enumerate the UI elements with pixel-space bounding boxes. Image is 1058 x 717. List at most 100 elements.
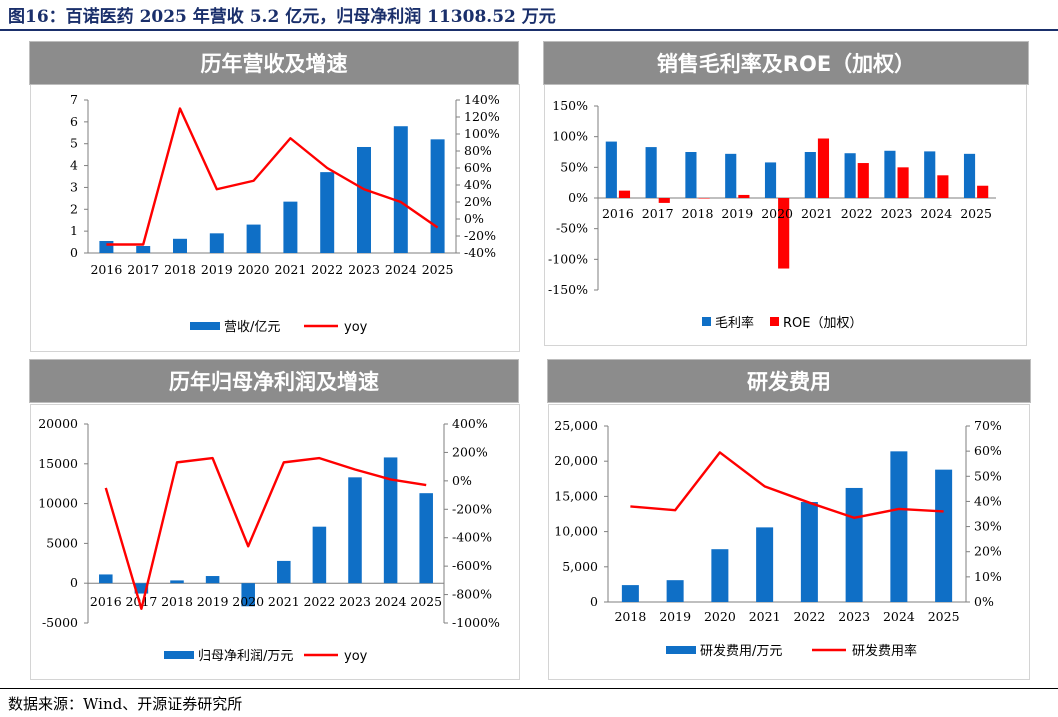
category-label: 2021: [268, 594, 300, 609]
revenue-header: 历年营收及增速: [30, 42, 518, 84]
left-axis-tick-label: -150%: [548, 282, 588, 297]
category-label: 2020: [761, 206, 793, 221]
legend-bar-swatch: [164, 651, 194, 659]
roe-bar: [937, 175, 949, 198]
category-label: 2021: [801, 206, 833, 221]
rd-header: 研发费用: [548, 360, 1030, 402]
bar: [666, 580, 684, 602]
gross-margin-bar: [963, 153, 976, 198]
right-axis-tick-label: -1000%: [452, 615, 500, 630]
margin-header: 销售毛利率及ROE（加权）: [544, 42, 1028, 84]
right-axis-tick-label: -600%: [452, 558, 492, 573]
category-label: 2022: [793, 609, 825, 624]
bar: [241, 583, 255, 607]
right-axis-tick-label: 10%: [974, 569, 1002, 584]
left-axis-tick-label: 50%: [560, 159, 588, 174]
line-series: [106, 107, 439, 246]
category-label: 2017: [127, 262, 159, 277]
category-label: 2025: [410, 594, 442, 609]
right-axis-tick-label: 0%: [452, 473, 472, 488]
gross-margin-bar: [884, 150, 896, 198]
left-axis-tick-label: 15,000: [554, 488, 598, 503]
legend-label: 毛利率: [715, 315, 754, 331]
category-label: 2018: [164, 262, 196, 277]
left-axis-tick-label: 5000: [46, 535, 78, 550]
gross-margin-bar: [605, 141, 617, 198]
right-axis-tick-label: 30%: [974, 519, 1002, 534]
bar: [312, 526, 327, 584]
margin-panel: [544, 84, 1027, 346]
rd-chart: 0 5,000 10,000 15,000 20,000 25,000 0% 10% 20% 30…: [554, 418, 1002, 659]
category-label: 2023: [339, 594, 371, 609]
category-label: 2018: [161, 594, 193, 609]
line-series: [630, 451, 944, 519]
bar: [383, 457, 398, 584]
roe-bar: [857, 163, 869, 198]
category-label: 2019: [721, 206, 753, 221]
right-axis-tick-label: -200%: [452, 501, 492, 516]
gross-margin-bar: [804, 152, 816, 198]
category-label: 2024: [883, 609, 915, 624]
left-axis-tick-label: -5000: [42, 615, 78, 630]
right-axis-tick-label: -800%: [452, 587, 492, 602]
legend-square-swatch: [770, 317, 779, 326]
category-label: 2022: [303, 594, 335, 609]
bar: [711, 549, 729, 602]
gross-margin-bar: [725, 153, 737, 198]
line-series: [104, 456, 427, 610]
category-label: 2020: [232, 594, 264, 609]
left-axis-tick-label: 0: [70, 575, 78, 590]
category-label: 2016: [602, 206, 634, 221]
legend-label: 营收/亿元: [224, 320, 280, 335]
category-label: 2024: [375, 594, 407, 609]
right-axis-tick-label: 40%: [464, 177, 492, 192]
footer-rule: [0, 688, 1058, 689]
left-axis-tick-label: 1: [70, 223, 78, 238]
margin-chart: -150% -100% -50% 0% 50% 100% 150% 2016 2017 2018 2…: [548, 98, 996, 331]
bar: [756, 527, 774, 602]
category-label: 2024: [920, 206, 952, 221]
category-label: 2019: [659, 609, 691, 624]
legend-label: ROE（加权）: [783, 315, 862, 331]
roe-bar: [977, 185, 989, 198]
legend-label: 研发费用率: [852, 643, 917, 659]
right-axis-tick-label: 80%: [464, 143, 492, 158]
right-axis-tick-label: 400%: [452, 416, 488, 431]
left-axis-tick-label: 20,000: [554, 453, 598, 468]
category-label: 2025: [928, 609, 960, 624]
category-label: 2023: [348, 262, 380, 277]
category-label: 2023: [881, 206, 913, 221]
profit-panel: [30, 404, 520, 680]
left-axis-tick-label: 10000: [38, 496, 78, 511]
right-axis-tick-label: 100%: [464, 126, 500, 141]
left-axis-tick-label: 0: [70, 245, 78, 260]
bar: [890, 451, 908, 602]
bar: [430, 139, 445, 253]
category-label: 2023: [838, 609, 870, 624]
source-note: 数据来源：Wind、开源证券研究所: [8, 695, 243, 713]
roe-bar: [817, 138, 830, 198]
right-axis-tick-label: 140%: [464, 92, 500, 107]
category-label: 2016: [90, 262, 122, 277]
bar: [170, 580, 184, 584]
category-label: 2021: [274, 262, 306, 277]
bar: [800, 502, 818, 602]
gross-margin-bar: [924, 151, 936, 198]
roe-bar: [738, 194, 750, 198]
right-axis-tick-label: 200%: [452, 444, 488, 459]
left-axis-tick-label: 5,000: [562, 559, 598, 574]
roe-bar: [698, 198, 710, 199]
gross-margin-bar: [645, 147, 657, 198]
roe-bar: [778, 198, 790, 269]
category-label: 2022: [311, 262, 343, 277]
bar: [134, 583, 149, 594]
bar: [348, 477, 362, 584]
roe-bar: [658, 198, 670, 203]
left-axis-tick-label: 3: [70, 179, 78, 194]
right-axis-tick-label: 120%: [464, 109, 500, 124]
category-label: 2016: [90, 594, 122, 609]
right-axis-tick-label: 60%: [974, 443, 1002, 458]
bar: [320, 172, 335, 253]
left-axis-tick-label: 2: [70, 201, 78, 216]
right-axis-tick-label: 0%: [974, 594, 994, 609]
